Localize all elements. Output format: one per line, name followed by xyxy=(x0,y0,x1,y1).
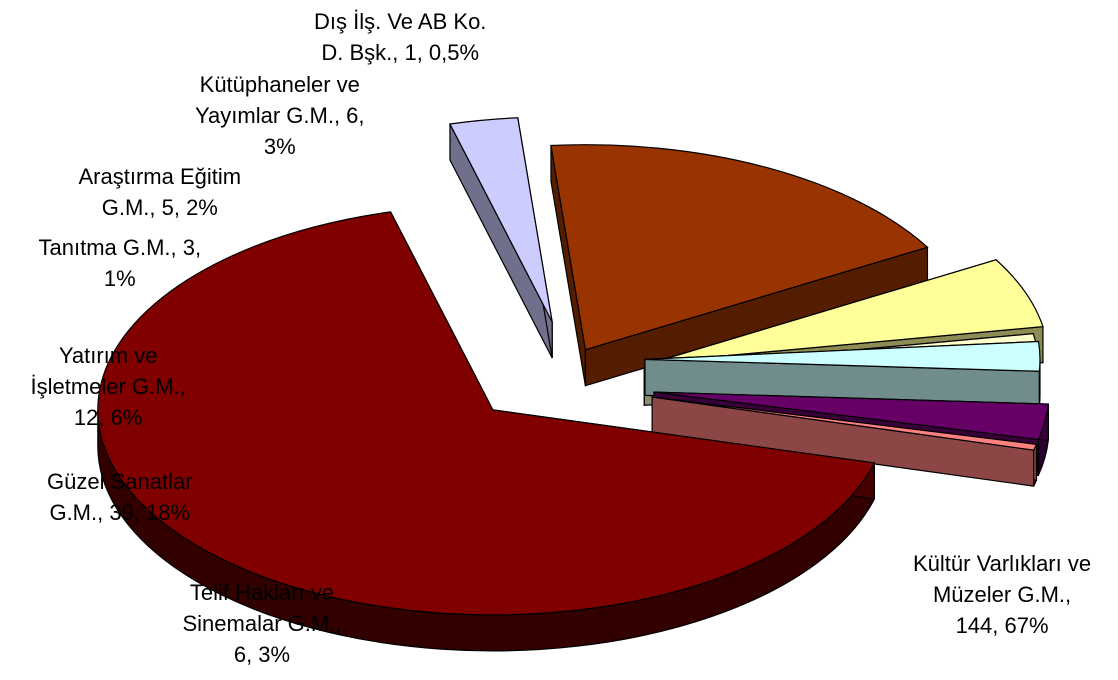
pie-slice-top xyxy=(653,259,1044,363)
pie-slice-label-line: Kütüphaneler ve xyxy=(199,72,360,97)
pie-slice-label-line: D. Bşk., 1, 0,5% xyxy=(321,40,480,65)
pie-slice xyxy=(97,211,876,652)
pie-slice-label: Kütüphaneler ve Yayımlar G.M., 6, 3% xyxy=(195,69,365,162)
pie-slice-label-line: 3% xyxy=(263,134,296,159)
pie-slice-label-line: Yayımlar G.M., 6, xyxy=(195,103,365,128)
pie-slice-label: Dış İlş. Ve AB Ko. D. Bşk., 1, 0,5% xyxy=(314,6,486,68)
pie-slice xyxy=(449,117,553,359)
pie-slice-label: Telif Hakları ve Sinemalar G.M., 6, 3% xyxy=(183,577,342,670)
pie-slice-label-line: Yatırım ve xyxy=(58,343,158,368)
pie-slice xyxy=(550,144,929,387)
pie-slice-label: Yatırım ve İşletmeler G.M., 12, 6% xyxy=(31,340,186,433)
pie-slice xyxy=(651,396,1038,487)
pie-slice-label: Araştırma Eğitim G.M., 5, 2% xyxy=(79,161,242,223)
pie-slice-label-line: G.M., 5, 2% xyxy=(101,195,218,220)
pie-slice-top xyxy=(449,117,553,323)
pie-slice-label-line: Sinemalar G.M., xyxy=(182,611,342,636)
pie-slice-label-line: Telif Hakları ve xyxy=(189,580,335,605)
pie-slice-label-line: İşletmeler G.M., xyxy=(30,374,186,399)
pie-slice-label-line: G.M., 39, 18% xyxy=(49,500,191,525)
pie-slice-label-line: Müzeler G.M., xyxy=(932,582,1072,607)
pie-slice-top xyxy=(653,391,1049,441)
pie-slice-top xyxy=(97,211,876,616)
pie-slice-top xyxy=(644,340,1041,372)
pie-slice-label: Güzel Sanatlar G.M., 39, 18% xyxy=(47,466,193,528)
pie-slice-label-line: 6, 3% xyxy=(233,642,291,667)
pie-slice-label-line: Kültür Varlıkları ve xyxy=(913,551,1092,576)
pie-slice-top xyxy=(550,144,929,351)
pie-slice-label: Kültür Varlıkları ve Müzeler G.M., 144, 67… xyxy=(913,548,1091,641)
pie-slice-label-line: Tanıtma G.M., 3, xyxy=(38,235,202,260)
pie-slice-label-line: 12, 6% xyxy=(73,405,143,430)
pie-slice-label: Tanıtma G.M., 3, 1% xyxy=(39,232,202,294)
pie-slice-label-line: Güzel Sanatlar xyxy=(47,469,193,494)
pie-slice-label-line: Dış İlş. Ve AB Ko. xyxy=(314,9,487,34)
pie-slice-label-line: 144, 67% xyxy=(955,613,1049,638)
pie-slice-label-line: Araştırma Eğitim xyxy=(78,164,242,189)
pie-slice-label-line: 1% xyxy=(103,266,136,291)
pie-slice-top xyxy=(652,396,1038,451)
